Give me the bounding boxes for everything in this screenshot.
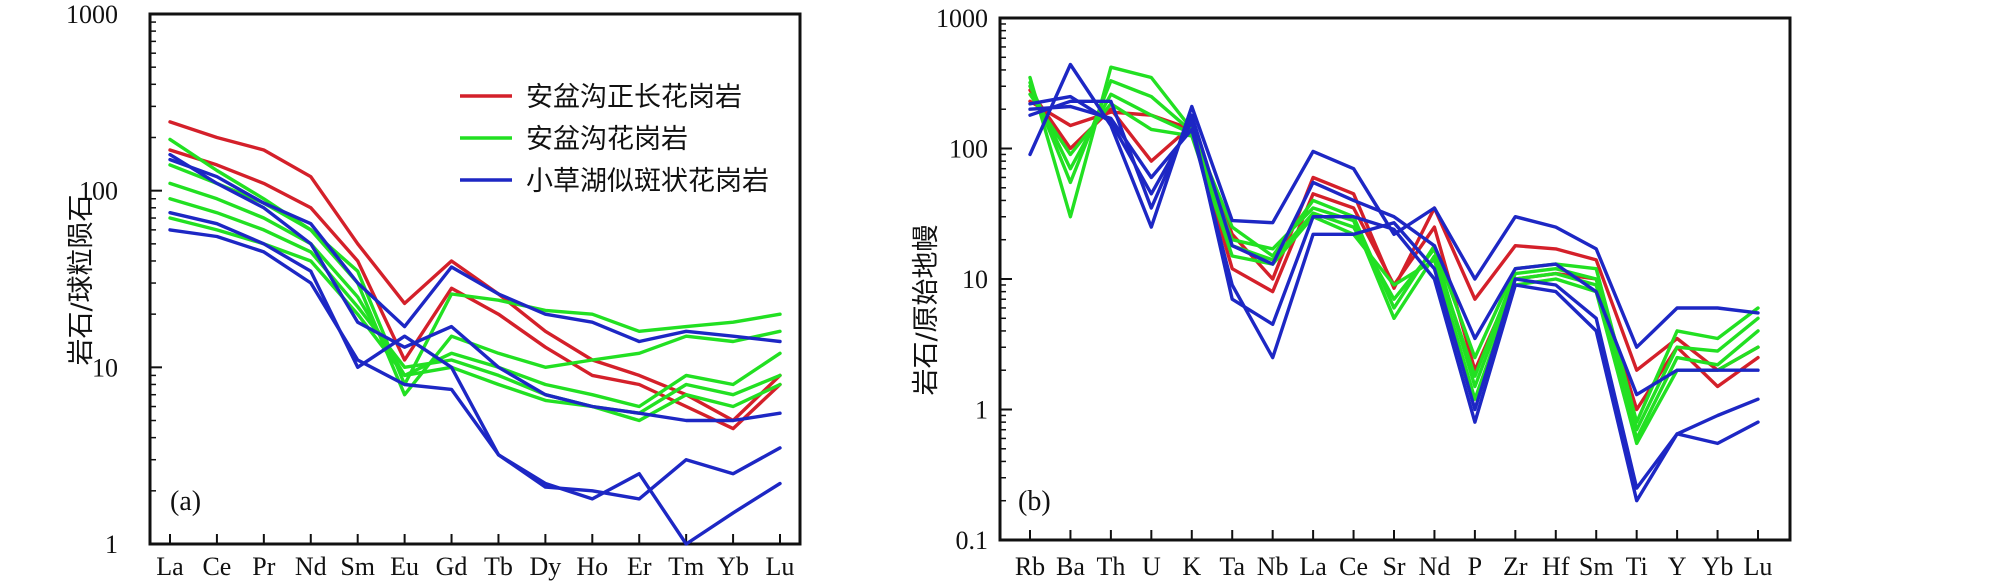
x-tick-label-K: K — [1182, 552, 1201, 581]
x-tick-label-Dy: Dy — [529, 552, 561, 581]
x-tick-label-Yb: Yb — [1702, 552, 1734, 581]
chart-a-ylabel: 岩石/球粒陨石 — [66, 194, 97, 365]
x-tick-label-Lu: Lu — [766, 552, 795, 581]
x-tick-label-Yb: Yb — [717, 552, 749, 581]
chart-a-ticks — [150, 13, 781, 545]
x-tick-label-Pr: Pr — [252, 552, 275, 581]
series-line-blue-8 — [168, 152, 782, 423]
legend-label-green: 安盆沟花岗岩 — [526, 124, 688, 155]
series-line-green-5 — [168, 197, 782, 415]
y-tick-label: 100 — [79, 177, 118, 206]
x-tick-label-Y: Y — [1668, 552, 1687, 581]
y-tick-label: 0.1 — [956, 526, 989, 555]
series-line-blue-7 — [168, 157, 782, 344]
chart-b-y-tick-labels: 0.1 1 10 100 1000 — [936, 4, 988, 555]
series-line-green-5 — [1028, 92, 1760, 446]
chart-b: Rb Ba Th U K Ta Nb La Ce Sr Nd P Zr Hf Sm Ti Y Yb Lu 0.1 1 1… — [911, 4, 1792, 581]
series-line-green-2 — [168, 137, 782, 387]
legend-label-blue: 小草湖似斑状花岗岩 — [526, 166, 769, 197]
x-tick-label-Hf: Hf — [1542, 552, 1570, 581]
series-line-red-0 — [1028, 88, 1760, 372]
x-tick-label-U: U — [1142, 552, 1161, 581]
series-line-red-0 — [168, 120, 782, 423]
y-tick-label: 1000 — [936, 4, 988, 33]
chart-b-panel-label: (b) — [1018, 486, 1051, 517]
series-line-blue-6 — [1028, 62, 1760, 349]
x-tick-label-Ce: Ce — [1339, 552, 1368, 581]
y-tick-label: 1000 — [66, 0, 118, 29]
x-tick-label-La: La — [156, 552, 184, 581]
chart-a-series — [168, 120, 782, 546]
series-line-green-2 — [1028, 65, 1760, 424]
chart-b-frame — [998, 16, 1792, 542]
series-line-green-6 — [168, 216, 782, 423]
x-tick-label-Nd: Nd — [1419, 552, 1451, 581]
x-tick-label-Ce: Ce — [202, 552, 231, 581]
series-line-blue-8 — [1028, 94, 1760, 503]
x-tick-label-Rb: Rb — [1015, 552, 1045, 581]
series-line-blue-7 — [1028, 99, 1760, 397]
chart-a-frame — [148, 12, 802, 546]
chart-b-ylabel: 岩石/原始地幔 — [911, 224, 942, 395]
x-tick-label-Lu: Lu — [1744, 552, 1773, 581]
x-tick-label-Er: Er — [627, 552, 652, 581]
x-tick-label-Sm: Sm — [340, 552, 375, 581]
x-tick-label-La: La — [1299, 552, 1327, 581]
y-tick-label: 10 — [92, 353, 118, 382]
series-line-blue-9 — [1028, 104, 1760, 490]
x-tick-label-Tb: Tb — [484, 552, 513, 581]
x-tick-label-Sr: Sr — [1382, 552, 1405, 581]
chart-a-y-tick-labels: 1 10 100 1000 — [66, 0, 118, 559]
x-tick-label-Ba: Ba — [1056, 552, 1085, 581]
x-tick-label-Zr: Zr — [1503, 552, 1528, 581]
chart-b-x-tick-labels: Rb Ba Th U K Ta Nb La Ce Sr Nd P Zr Hf Sm Ti Y Yb Lu — [1015, 552, 1773, 581]
x-tick-label-Eu: Eu — [390, 552, 419, 581]
series-line-red-1 — [168, 148, 782, 431]
series-line-blue-9 — [168, 210, 782, 501]
chart-a-x-tick-labels: La Ce Pr Nd Sm Eu Gd Tb Dy Ho Er Tm Yb Lu — [156, 552, 794, 581]
series-line-blue-10 — [168, 228, 782, 546]
legend-label-red: 安盆沟正长花岗岩 — [526, 82, 742, 113]
series-line-green-4 — [168, 181, 782, 409]
x-tick-label-P: P — [1468, 552, 1482, 581]
chart-a-panel-label: (a) — [170, 486, 201, 517]
x-tick-label-Nd: Nd — [295, 552, 327, 581]
y-tick-label: 1 — [105, 530, 118, 559]
x-tick-label-Th: Th — [1096, 552, 1125, 581]
chart-a: La Ce Pr Nd Sm Eu Gd Tb Dy Ho Er Tm Yb Lu 1101001000 … — [66, 0, 802, 581]
chart-b-ticks — [1000, 17, 1759, 541]
x-tick-label-Gd: Gd — [436, 552, 468, 581]
y-tick-label: 1 — [975, 396, 988, 425]
x-tick-label-Sm: Sm — [1579, 552, 1614, 581]
chart-b-series — [1028, 62, 1760, 503]
x-tick-label-Ho: Ho — [576, 552, 608, 581]
series-line-green-3 — [1028, 79, 1760, 432]
y-tick-label: 100 — [949, 135, 988, 164]
x-tick-label-Ta: Ta — [1219, 552, 1245, 581]
y-tick-label: 10 — [962, 265, 988, 294]
x-tick-label-Nb: Nb — [1257, 552, 1289, 581]
x-tick-label-Tm: Tm — [668, 552, 704, 581]
x-tick-label-Ti: Ti — [1626, 552, 1648, 581]
